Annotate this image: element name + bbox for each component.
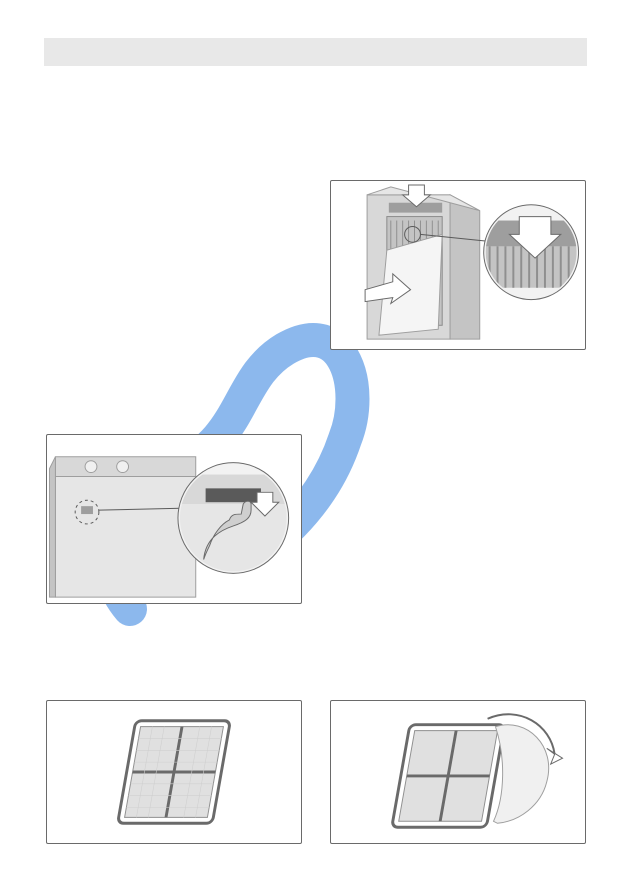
header-bar [44,38,587,66]
figure-bottom-right [330,700,586,844]
page [0,0,630,893]
figure-bottom-left [46,700,302,844]
appliance-panel [49,457,195,597]
figure-mid-left [46,434,302,604]
filter-frame [118,721,231,824]
figure-top-right [330,180,586,350]
filter-open [392,714,563,827]
appliance-body [367,187,480,339]
